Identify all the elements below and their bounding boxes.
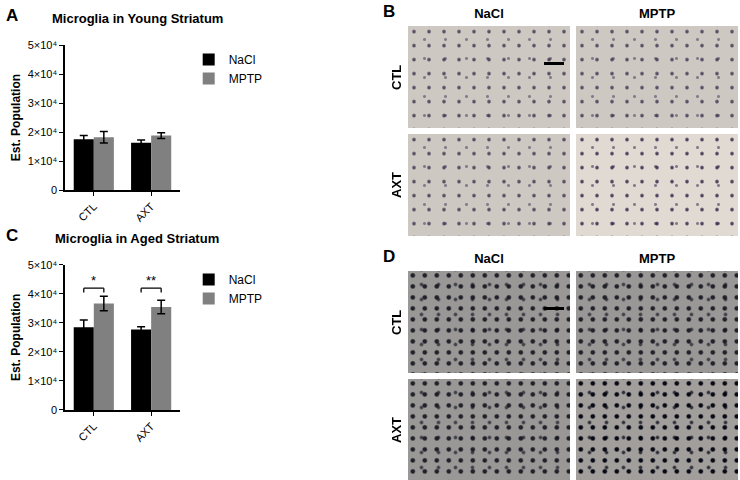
svg-text:3×10⁴: 3×10⁴ [28, 317, 58, 329]
html-text:NaCl: NaCl [474, 6, 504, 21]
html-text:AXT: AXT [389, 417, 404, 443]
svg-text:2×10⁴: 2×10⁴ [28, 126, 58, 138]
svg-text:C: C [6, 226, 18, 245]
svg-text:AXT: AXT [133, 420, 157, 444]
svg-text:1×10⁴: 1×10⁴ [28, 155, 58, 167]
svg-text:*: * [91, 273, 96, 288]
svg-text:2×10⁴: 2×10⁴ [28, 346, 58, 358]
svg-text:Microglia in Young Striatum: Microglia in Young Striatum [52, 11, 223, 26]
svg-text:CTL: CTL [76, 420, 99, 443]
svg-text:5×10⁴: 5×10⁴ [28, 259, 58, 271]
svg-text:3×10⁴: 3×10⁴ [28, 97, 58, 109]
svg-text:NaCl: NaCl [229, 273, 256, 287]
svg-text:Est. Population: Est. Population [9, 74, 23, 161]
svg-text:**: ** [146, 273, 156, 288]
svg-text:1×10⁴: 1×10⁴ [28, 375, 58, 387]
svg-text:5×10⁴: 5×10⁴ [28, 39, 58, 51]
svg-text:0: 0 [51, 404, 57, 416]
html-text:D: D [383, 247, 396, 266]
svg-text:4×10⁴: 4×10⁴ [28, 68, 58, 80]
html-text:AXT: AXT [389, 172, 404, 198]
html-text:MPTP: MPTP [638, 6, 676, 21]
svg-text:0: 0 [51, 184, 57, 196]
html-text:NaCl: NaCl [474, 251, 504, 266]
svg-text:Microglia in Aged Striatum: Microglia in Aged Striatum [55, 231, 219, 246]
html-text:B: B [383, 2, 396, 21]
svg-text:CTL: CTL [76, 200, 99, 223]
svg-text:MPTP: MPTP [229, 72, 262, 86]
svg-text:A: A [6, 6, 18, 25]
svg-text:4×10⁴: 4×10⁴ [28, 288, 58, 300]
html-text:CTL: CTL [389, 309, 404, 335]
svg-text:Est. Population: Est. Population [9, 294, 23, 381]
svg-text:NaCl: NaCl [229, 53, 256, 67]
svg-text:AXT: AXT [133, 200, 157, 224]
html-text:MPTP: MPTP [638, 251, 676, 266]
html-text:CTL: CTL [389, 64, 404, 90]
svg-text:MPTP: MPTP [229, 292, 262, 306]
